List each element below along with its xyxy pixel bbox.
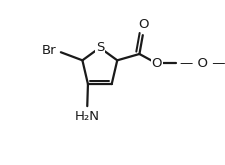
Text: H₂N: H₂N: [75, 110, 100, 123]
Text: O: O: [138, 18, 149, 31]
Text: Br: Br: [42, 44, 56, 57]
Text: O: O: [152, 57, 162, 70]
Text: S: S: [96, 41, 104, 54]
Text: — O —: — O —: [180, 57, 225, 70]
